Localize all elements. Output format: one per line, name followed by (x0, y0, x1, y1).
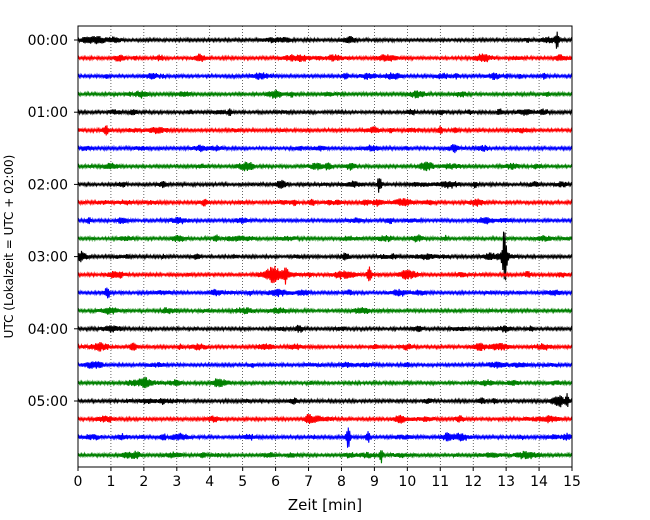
x-tick-label-15: 15 (563, 474, 581, 490)
x-tick-label-11: 11 (431, 474, 449, 490)
x-tick-label-14: 14 (530, 474, 548, 490)
trace-row-2 (77, 72, 573, 81)
trace-row-8 (77, 178, 573, 193)
y-tick-label-5: 05:00 (28, 394, 68, 410)
trace-row-19 (77, 376, 573, 389)
x-tick-label-12: 12 (464, 474, 482, 490)
trace-row-6 (77, 144, 573, 154)
x-tick-label-13: 13 (497, 474, 515, 490)
trace-row-13 (77, 265, 573, 285)
x-tick-label-2: 2 (139, 474, 148, 490)
trace-row-15 (77, 306, 573, 315)
trace-row-14 (77, 287, 573, 299)
trace-row-1 (77, 53, 573, 63)
x-tick-label-5: 5 (238, 474, 247, 490)
trace-layer (77, 31, 573, 464)
x-tick-label-0: 0 (74, 474, 83, 490)
x-tick-label-1: 1 (106, 474, 115, 490)
y-tick-label-0: 00:00 (28, 33, 68, 49)
x-tick-label-3: 3 (172, 474, 181, 490)
trace-row-22 (77, 427, 573, 448)
y-axis-label: UTC (Lokalzeit = UTC + 02:00) (2, 155, 16, 339)
trace-row-3 (77, 89, 573, 99)
x-tick-label-8: 8 (337, 474, 346, 490)
x-axis-label: Zeit [min] (288, 496, 362, 514)
y-tick-label-3: 03:00 (28, 250, 68, 266)
x-tick-label-6: 6 (271, 474, 280, 490)
y-tick-label-1: 01:00 (28, 105, 68, 121)
y-ticks: 00:00 01:00 02:00 03:00 04:00 05:00 (28, 33, 78, 410)
trace-row-16 (77, 324, 573, 333)
y-tick-label-4: 04:00 (28, 322, 68, 338)
trace-row-5 (77, 125, 573, 136)
trace-row-20 (77, 393, 573, 408)
plot-frame (77, 25, 573, 468)
x-tick-label-9: 9 (370, 474, 379, 490)
x-tick-label-4: 4 (205, 474, 214, 490)
x-ticks: 0 1 2 3 4 5 6 7 8 9 10 11 12 13 14 15 (74, 467, 581, 490)
trace-row-11 (77, 234, 573, 243)
trace-row-23 (77, 450, 573, 464)
trace-row-10 (77, 216, 573, 225)
trace-row-18 (77, 360, 573, 369)
trace-row-12 (77, 231, 573, 281)
trace-row-4 (77, 108, 573, 117)
trace-row-17 (77, 341, 573, 352)
trace-row-0 (77, 31, 573, 49)
x-tick-label-10: 10 (398, 474, 416, 490)
y-tick-label-2: 02:00 (28, 177, 68, 193)
trace-row-9 (77, 198, 573, 207)
trace-row-21 (77, 413, 573, 424)
x-tick-label-7: 7 (304, 474, 313, 490)
trace-row-7 (77, 161, 573, 172)
